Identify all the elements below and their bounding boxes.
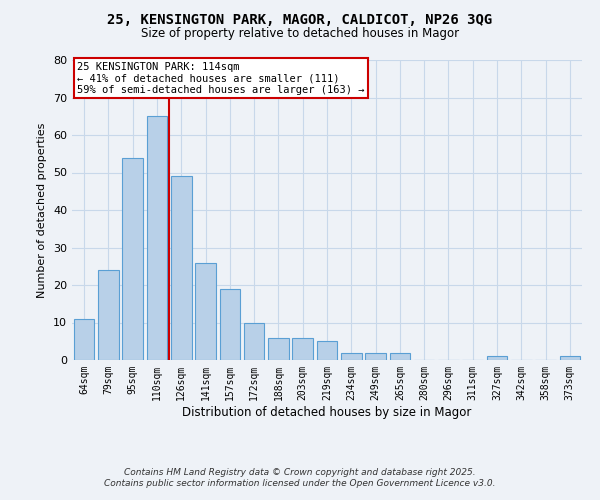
- Bar: [341, 352, 362, 360]
- Bar: [365, 352, 386, 360]
- Text: Contains HM Land Registry data © Crown copyright and database right 2025.
Contai: Contains HM Land Registry data © Crown c…: [104, 468, 496, 487]
- Bar: [220, 289, 240, 360]
- X-axis label: Distribution of detached houses by size in Magor: Distribution of detached houses by size …: [182, 406, 472, 418]
- Bar: [195, 262, 216, 360]
- Text: Size of property relative to detached houses in Magor: Size of property relative to detached ho…: [141, 28, 459, 40]
- Bar: [122, 158, 143, 360]
- Bar: [389, 352, 410, 360]
- Bar: [487, 356, 508, 360]
- Bar: [98, 270, 119, 360]
- Bar: [268, 338, 289, 360]
- Bar: [244, 322, 265, 360]
- Y-axis label: Number of detached properties: Number of detached properties: [37, 122, 47, 298]
- Bar: [74, 319, 94, 360]
- Bar: [146, 116, 167, 360]
- Bar: [560, 356, 580, 360]
- Bar: [317, 341, 337, 360]
- Bar: [171, 176, 191, 360]
- Text: 25 KENSINGTON PARK: 114sqm
← 41% of detached houses are smaller (111)
59% of sem: 25 KENSINGTON PARK: 114sqm ← 41% of deta…: [77, 62, 365, 94]
- Bar: [292, 338, 313, 360]
- Text: 25, KENSINGTON PARK, MAGOR, CALDICOT, NP26 3QG: 25, KENSINGTON PARK, MAGOR, CALDICOT, NP…: [107, 12, 493, 26]
